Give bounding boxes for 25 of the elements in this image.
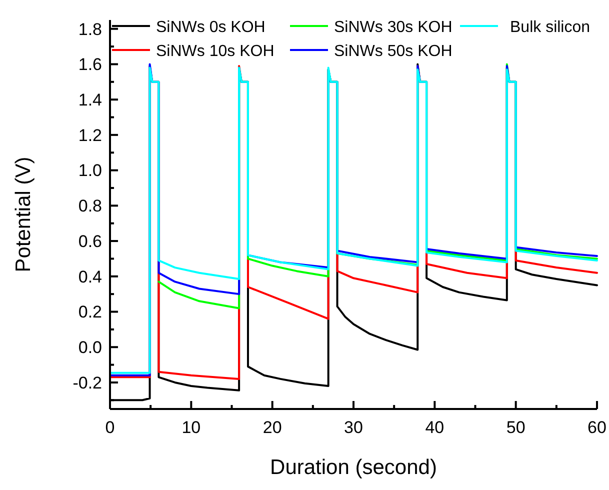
x-tick-label: 50 — [506, 418, 526, 437]
x-tick-label: 0 — [105, 418, 115, 437]
y-tick-label: 1.4 — [78, 90, 102, 110]
y-tick-label: 1.6 — [78, 55, 102, 74]
x-tick-label: 10 — [182, 418, 201, 437]
x-tick-label: 40 — [425, 418, 444, 437]
y-tick-label: 1.8 — [78, 20, 102, 39]
x-tick-label: 30 — [344, 418, 363, 437]
legend-label: SiNWs 50s KOH — [334, 43, 452, 60]
y-tick-label: -0.2 — [72, 373, 102, 392]
legend-label: SiNWs 30s KOH — [334, 19, 452, 36]
y-tick-label: 0.4 — [78, 267, 102, 286]
x-tick-label: 60 — [588, 418, 606, 437]
y-tick-label: 0.2 — [78, 302, 102, 322]
y-tick-label: 0.0 — [78, 338, 102, 358]
x-tick-label: 20 — [262, 418, 282, 437]
y-tick-label: 1.2 — [78, 126, 102, 145]
y-axis-title: Potential (V) — [12, 156, 35, 272]
x-axis-title: Duration (second) — [270, 456, 437, 479]
y-tick-label: 0.8 — [78, 196, 102, 216]
legend-label: SiNWs 0s KOH — [156, 19, 266, 36]
y-tick-label: 1.0 — [78, 161, 102, 180]
legend-label: SiNWs 10s KOH — [156, 43, 274, 60]
y-tick-label: 0.6 — [78, 232, 102, 251]
legend-label: Bulk silicon — [510, 19, 590, 36]
